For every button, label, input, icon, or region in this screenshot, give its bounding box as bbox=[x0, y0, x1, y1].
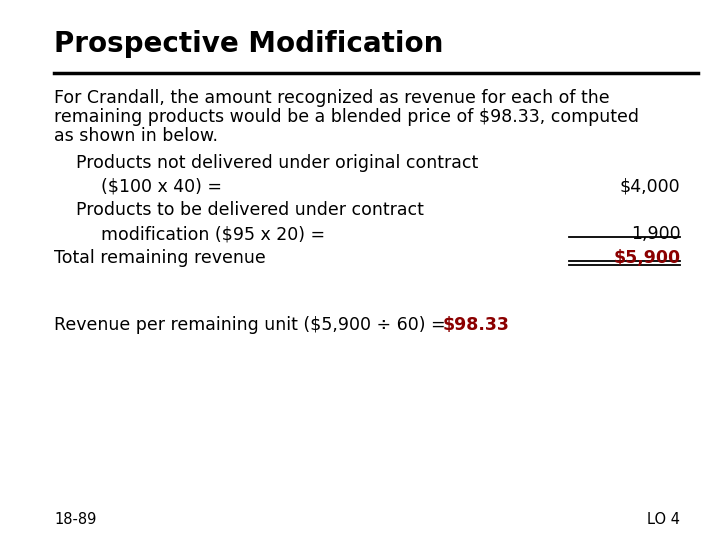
Text: LO 4: LO 4 bbox=[647, 511, 680, 526]
Text: $98.33: $98.33 bbox=[443, 316, 510, 334]
Text: as shown in below.: as shown in below. bbox=[54, 127, 218, 145]
Text: $5,900: $5,900 bbox=[613, 249, 680, 267]
Text: 1,900: 1,900 bbox=[631, 225, 680, 243]
Text: Products not delivered under original contract: Products not delivered under original co… bbox=[76, 154, 478, 172]
Text: $4,000: $4,000 bbox=[620, 177, 680, 195]
Text: Products to be delivered under contract: Products to be delivered under contract bbox=[76, 201, 423, 219]
Text: Revenue per remaining unit ($5,900 ÷ 60) =: Revenue per remaining unit ($5,900 ÷ 60)… bbox=[54, 316, 451, 334]
Text: 18-89: 18-89 bbox=[54, 511, 96, 526]
Text: remaining products would be a blended price of $98.33, computed: remaining products would be a blended pr… bbox=[54, 108, 639, 126]
Text: ($100 x 40) =: ($100 x 40) = bbox=[101, 177, 222, 195]
Text: For Crandall, the amount recognized as revenue for each of the: For Crandall, the amount recognized as r… bbox=[54, 89, 610, 107]
Text: Prospective Modification: Prospective Modification bbox=[54, 30, 444, 58]
Text: modification ($95 x 20) =: modification ($95 x 20) = bbox=[101, 225, 325, 243]
Text: Total remaining revenue: Total remaining revenue bbox=[54, 249, 266, 267]
